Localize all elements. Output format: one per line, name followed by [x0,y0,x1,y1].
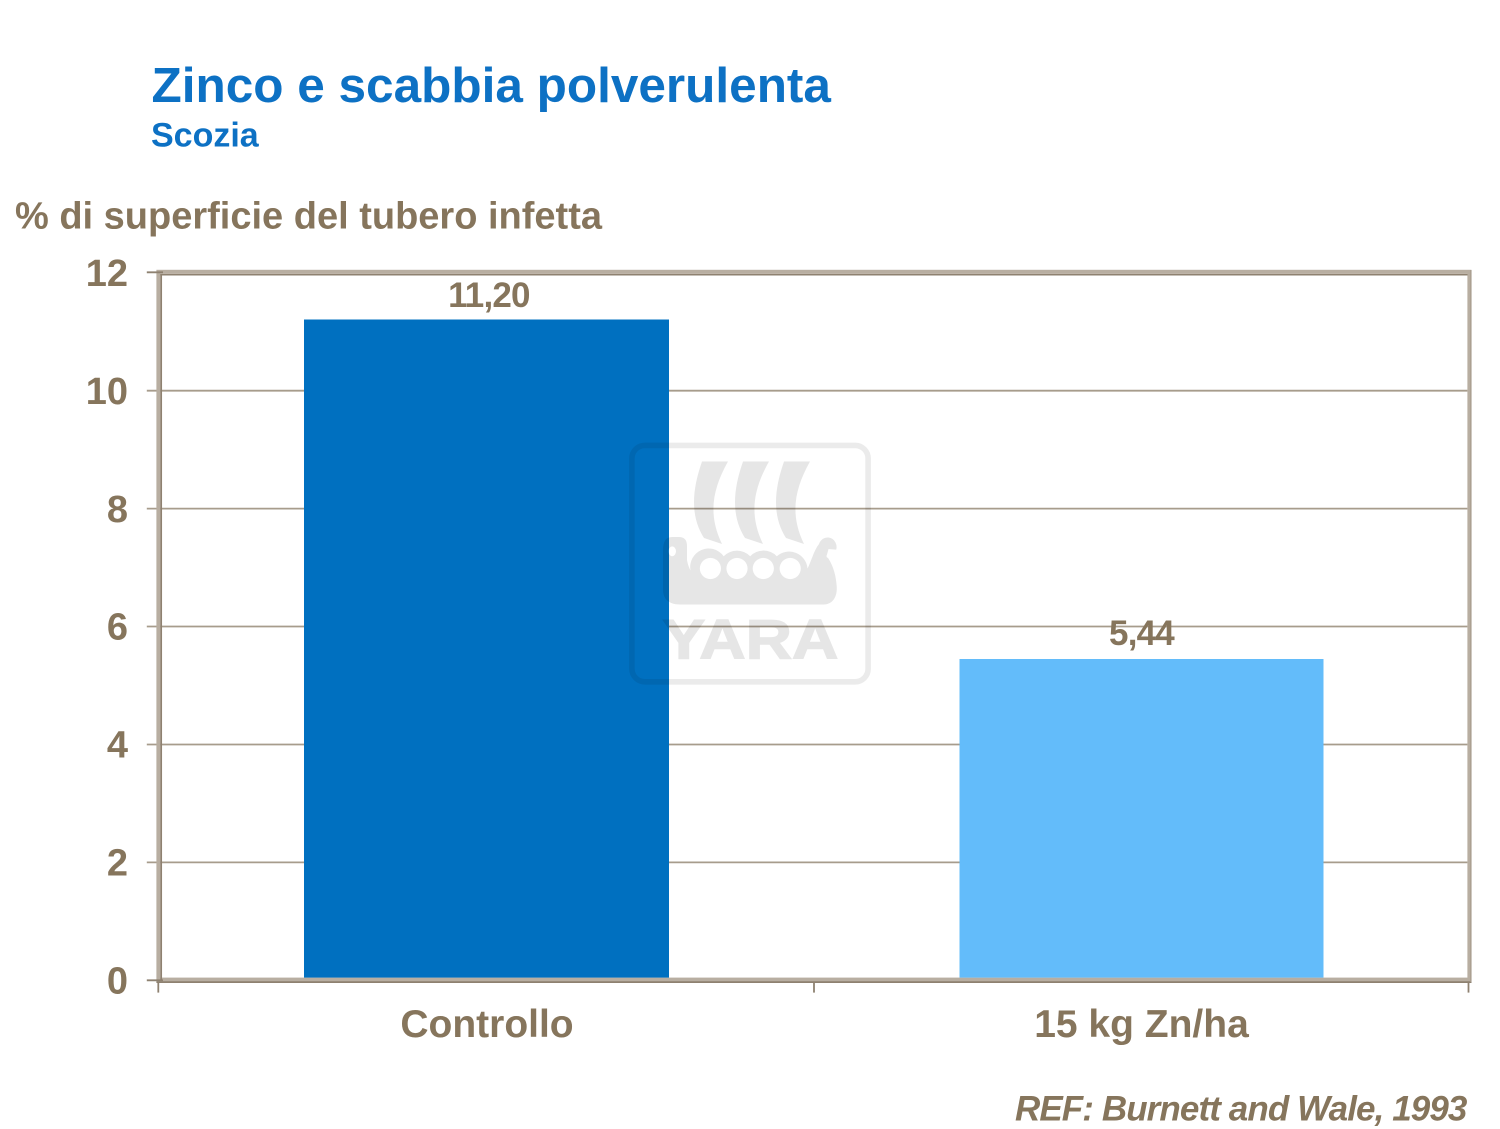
svg-text:Zinco e scabbia polverulenta: Zinco e scabbia polverulenta [152,58,832,113]
svg-text:4: 4 [107,725,128,767]
svg-text:2: 2 [107,843,128,885]
svg-text:Scozia: Scozia [151,116,260,154]
svg-text:0: 0 [107,961,128,1003]
svg-text:10: 10 [86,371,128,413]
svg-text:12: 12 [86,253,128,295]
svg-text:5,44: 5,44 [1109,614,1175,653]
svg-text:15 kg Zn/ha: 15 kg Zn/ha [1034,1003,1249,1046]
svg-text:11,20: 11,20 [448,276,530,315]
svg-text:YARA: YARA [662,608,838,671]
svg-text:REF: Burnett and Wale, 1993: REF: Burnett and Wale, 1993 [1015,1089,1468,1128]
svg-text:6: 6 [107,607,128,649]
svg-text:Controllo: Controllo [400,1003,573,1046]
svg-text:% di superficie del tubero inf: % di superficie del tubero infetta [15,196,603,238]
svg-text:8: 8 [107,489,128,531]
